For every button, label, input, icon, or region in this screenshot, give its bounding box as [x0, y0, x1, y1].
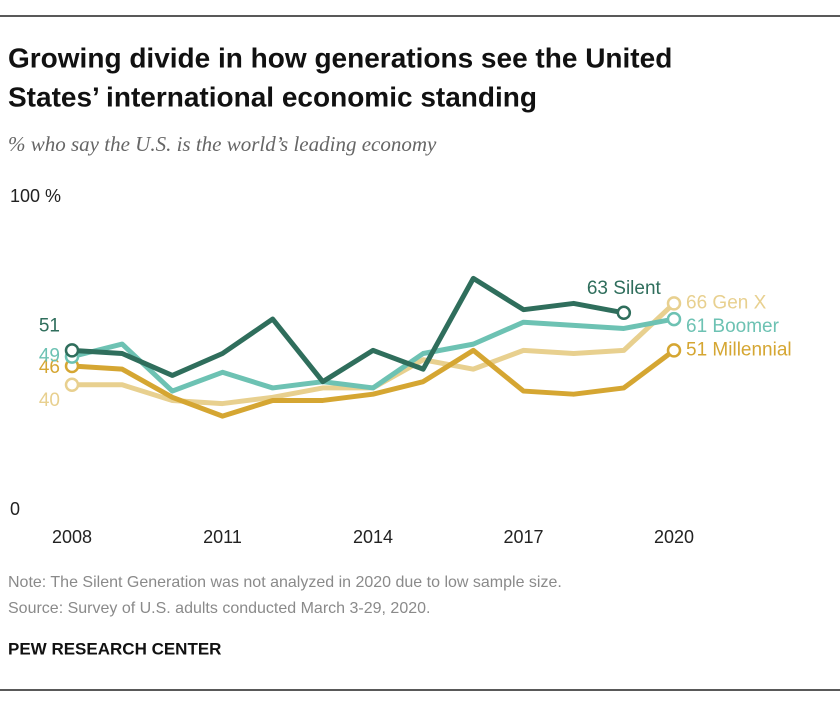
end-label: 61 Boomer: [686, 316, 780, 337]
end-marker: [616, 305, 632, 321]
end-marker: [666, 311, 682, 327]
note: Note: The Silent Generation was not anal…: [8, 574, 562, 591]
x-tick-label: 2011: [203, 527, 242, 547]
legend-label: Millennial: [712, 339, 791, 360]
end-label-value: 66: [686, 292, 707, 313]
end-marker: [666, 296, 682, 311]
series-line: [71, 275, 625, 385]
x-tick-label: 2014: [353, 527, 393, 547]
chart-title: States’ international economic standing: [8, 81, 537, 112]
y-tick-label: 100 %: [10, 186, 61, 206]
end-label: 66 Gen X: [686, 292, 767, 313]
x-tick-label: 2020: [654, 527, 694, 547]
y-tick-label: 0: [10, 499, 20, 519]
end-label: 51 Millennial: [686, 339, 792, 360]
legend-label: Silent: [613, 278, 661, 299]
x-tick-label: 2017: [503, 527, 543, 547]
legend-label: Boomer: [712, 316, 779, 337]
start-label: 51: [39, 315, 60, 336]
end-label-value: 63: [587, 278, 608, 299]
series-line: [71, 347, 676, 419]
series-line: [71, 316, 675, 394]
source: PEW RESEARCH CENTER: [8, 639, 221, 658]
end-label-value: 61: [686, 316, 707, 337]
x-tick-label: 2008: [52, 527, 92, 547]
end-label: 63 Silent: [587, 278, 662, 299]
end-marker: [666, 343, 682, 358]
legend-label: Gen X: [712, 292, 766, 313]
start-label: 46: [39, 357, 60, 378]
start-label: 40: [39, 390, 60, 411]
end-marker: [64, 377, 80, 393]
end-marker: [64, 343, 80, 358]
chart-title: Growing divide in how generations see th…: [8, 42, 672, 73]
start-label: 49: [39, 346, 60, 367]
end-label-value: 51: [686, 339, 707, 360]
note: Source: Survey of U.S. adults conducted …: [8, 600, 430, 617]
subtitle: % who say the U.S. is the world’s leadin…: [8, 132, 437, 156]
